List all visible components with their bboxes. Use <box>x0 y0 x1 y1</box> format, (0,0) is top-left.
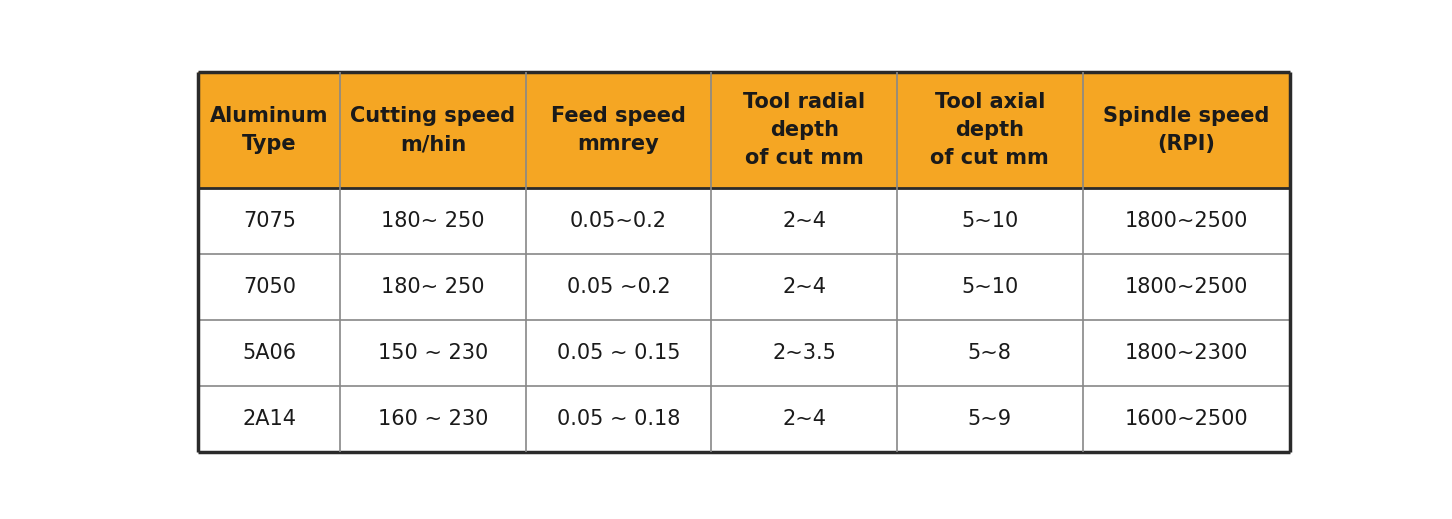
Bar <box>711 386 897 452</box>
Bar <box>199 188 340 254</box>
Bar <box>711 254 897 320</box>
Bar <box>1083 72 1289 188</box>
Bar <box>711 320 897 386</box>
Text: Aluminum
Type: Aluminum Type <box>211 106 328 154</box>
Bar <box>711 72 897 188</box>
Bar <box>340 320 526 386</box>
Bar <box>526 72 711 188</box>
Bar <box>340 254 526 320</box>
Text: 160 ~ 230: 160 ~ 230 <box>378 409 488 429</box>
Text: 180~ 250: 180~ 250 <box>382 277 485 297</box>
Text: 2~4: 2~4 <box>783 277 826 297</box>
Bar <box>897 386 1083 452</box>
Text: 5~10: 5~10 <box>961 277 1018 297</box>
Bar <box>526 188 711 254</box>
Text: Feed speed
mmrey: Feed speed mmrey <box>552 106 685 154</box>
Bar <box>1083 386 1289 452</box>
Text: Tool radial
depth
of cut mm: Tool radial depth of cut mm <box>743 92 865 168</box>
Bar <box>199 72 340 188</box>
Text: 180~ 250: 180~ 250 <box>382 211 485 231</box>
Text: 0.05~0.2: 0.05~0.2 <box>571 211 666 231</box>
Bar <box>711 188 897 254</box>
Text: 5A06: 5A06 <box>242 343 296 363</box>
Bar <box>897 72 1083 188</box>
Bar <box>526 254 711 320</box>
Bar <box>1083 320 1289 386</box>
Text: 5~8: 5~8 <box>968 343 1012 363</box>
Bar <box>199 320 340 386</box>
Text: Cutting speed
m/hin: Cutting speed m/hin <box>350 106 515 154</box>
Text: Tool axial
depth
of cut mm: Tool axial depth of cut mm <box>931 92 1050 168</box>
Bar <box>199 254 340 320</box>
Text: 0.05 ~0.2: 0.05 ~0.2 <box>566 277 671 297</box>
Text: 2A14: 2A14 <box>242 409 296 429</box>
Text: 7075: 7075 <box>242 211 296 231</box>
Bar <box>1083 254 1289 320</box>
Text: 5~10: 5~10 <box>961 211 1018 231</box>
Bar <box>897 188 1083 254</box>
Text: 2~4: 2~4 <box>783 211 826 231</box>
Bar <box>526 320 711 386</box>
Text: Spindle speed
(RPI): Spindle speed (RPI) <box>1104 106 1269 154</box>
Bar <box>199 386 340 452</box>
Bar <box>897 254 1083 320</box>
Text: 2~3.5: 2~3.5 <box>772 343 836 363</box>
Text: 1800~2500: 1800~2500 <box>1124 277 1247 297</box>
Text: 5~9: 5~9 <box>967 409 1012 429</box>
Text: 150 ~ 230: 150 ~ 230 <box>378 343 488 363</box>
Bar <box>340 72 526 188</box>
Text: 1800~2500: 1800~2500 <box>1124 211 1247 231</box>
Text: 2~4: 2~4 <box>783 409 826 429</box>
Text: 1800~2300: 1800~2300 <box>1124 343 1247 363</box>
Text: 0.05 ~ 0.18: 0.05 ~ 0.18 <box>558 409 681 429</box>
Bar <box>340 386 526 452</box>
Bar <box>340 188 526 254</box>
Bar <box>1083 188 1289 254</box>
Text: 7050: 7050 <box>242 277 296 297</box>
Bar <box>897 320 1083 386</box>
Text: 1600~2500: 1600~2500 <box>1124 409 1249 429</box>
Bar <box>526 386 711 452</box>
Text: 0.05 ~ 0.15: 0.05 ~ 0.15 <box>558 343 681 363</box>
